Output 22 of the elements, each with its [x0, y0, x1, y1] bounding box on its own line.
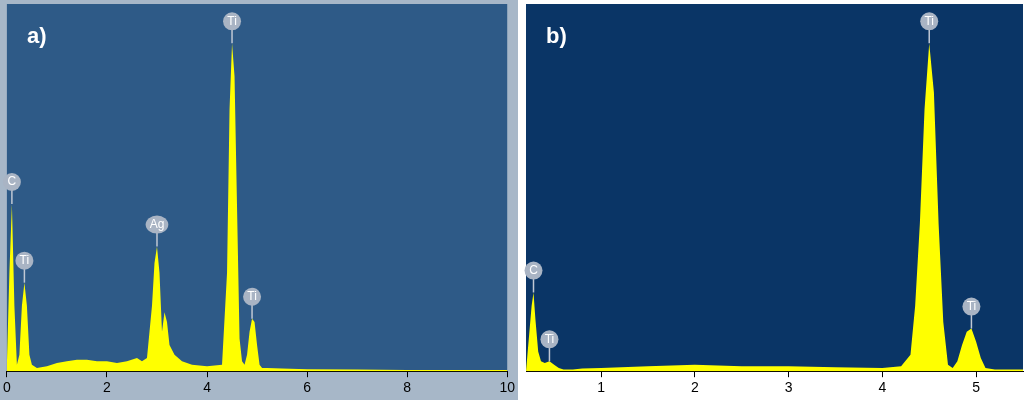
x-tick-label: 4	[878, 379, 887, 396]
x-tick-label: 8	[403, 379, 412, 396]
annotation: Ti	[966, 298, 977, 313]
annotation: Ti	[924, 13, 935, 28]
x-tick-label: 10	[499, 379, 516, 396]
annotation: Ag	[149, 216, 165, 231]
x-tick-label: 2	[103, 379, 112, 396]
x-tick-label: 1	[597, 379, 606, 396]
annotation: Ti	[544, 331, 555, 346]
x-tick-label: 6	[303, 379, 312, 396]
x-tick-label: 5	[972, 379, 981, 396]
annotation: C	[529, 262, 539, 277]
annotation: Ti	[247, 289, 257, 304]
x-tick-label: 4	[203, 379, 212, 396]
annotation: C	[7, 174, 17, 189]
chart-title: b)	[546, 23, 567, 49]
x-tick-label: 2	[690, 379, 699, 396]
annotation: Ti	[19, 252, 30, 267]
x-tick-label: 3	[784, 379, 793, 396]
x-tick-label: 0	[2, 379, 11, 396]
annotation: Ti	[227, 13, 237, 28]
chart-title: a)	[26, 23, 47, 49]
